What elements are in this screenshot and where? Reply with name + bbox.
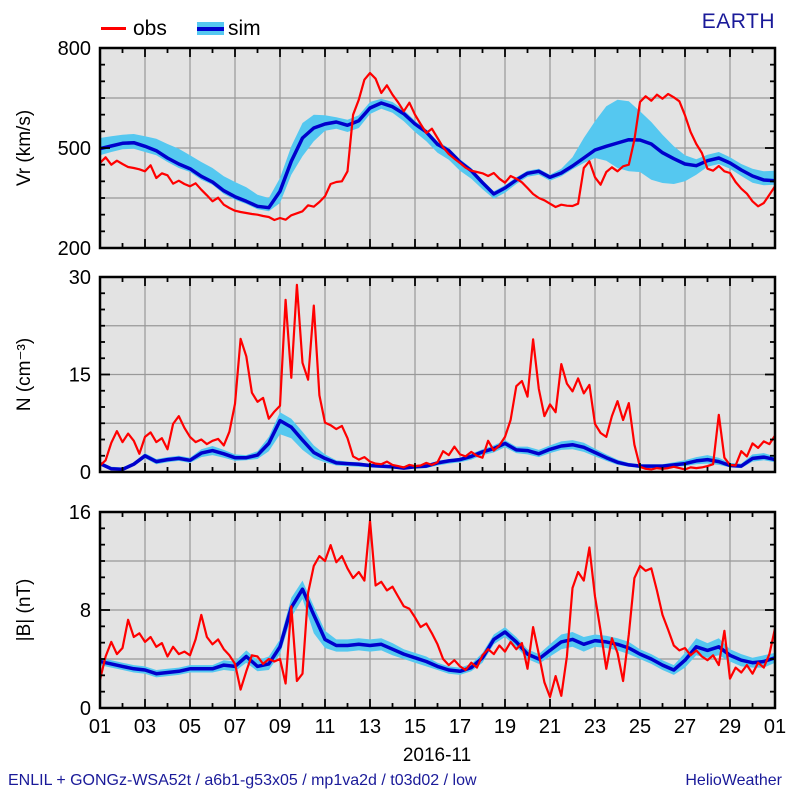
x-tick-label: 19 xyxy=(494,716,516,738)
x-tick-label: 09 xyxy=(269,716,291,738)
x-tick-labels: 01 03 05 07 09 11 13 15 17 19 21 23 25 27 29 01 xyxy=(89,716,786,738)
tick-marks xyxy=(99,276,776,473)
x-tick-label: 11 xyxy=(315,716,336,738)
tick-marks xyxy=(99,47,776,249)
y-axis-title: N (cm⁻³) xyxy=(14,338,35,411)
x-tick-label: 01 xyxy=(89,716,111,738)
x-tick-label: 21 xyxy=(539,716,561,738)
x-tick-label: 25 xyxy=(629,716,651,738)
panel-n: 0 15 30 N (cm⁻³) xyxy=(14,267,777,484)
y-tick-label: 800 xyxy=(58,38,91,60)
obs-line xyxy=(100,519,775,699)
y-tick-label: 0 xyxy=(80,698,91,720)
sim-legend-band xyxy=(197,22,224,35)
x-tick-label: 17 xyxy=(449,716,471,738)
x-tick-label: 05 xyxy=(179,716,201,738)
chart-panels: 200 500 800 Vr (km/s) 0 15 30 N (cm⁻³) 0 8 16 |B| (… xyxy=(14,38,786,738)
x-tick-label: 07 xyxy=(224,716,246,738)
x-tick-label: 29 xyxy=(719,716,741,738)
sim-legend-line xyxy=(197,27,224,31)
panel-b: 0 8 16 |B| (nT) xyxy=(14,502,777,720)
gridlines xyxy=(100,277,775,472)
x-axis-title: 2016-11 xyxy=(403,745,471,766)
y-tick-label: 16 xyxy=(69,502,91,524)
model-run-info: ENLIL + GONGz-WSA52t / a6b1-g53x05 / mp1… xyxy=(8,772,477,789)
obs-line xyxy=(100,71,775,222)
tick-marks xyxy=(99,511,776,709)
sim-legend-label: sim xyxy=(228,17,261,40)
sim-uncertainty-band xyxy=(100,98,775,212)
y-tick-label: 15 xyxy=(69,365,91,387)
obs-legend-line xyxy=(101,27,126,30)
location-title: EARTH xyxy=(701,10,775,33)
y-axis-title: |B| (nT) xyxy=(14,579,35,642)
y-tick-label: 8 xyxy=(80,600,91,622)
x-tick-label: 03 xyxy=(134,716,156,738)
y-tick-label: 30 xyxy=(69,267,91,289)
y-tick-label: 200 xyxy=(58,238,91,260)
sim-line xyxy=(100,101,775,210)
y-axis-title: Vr (km/s) xyxy=(14,110,35,186)
x-tick-label: 27 xyxy=(674,716,696,738)
x-tick-label: 23 xyxy=(584,716,606,738)
y-tick-label: 0 xyxy=(80,462,91,484)
panel-vr: 200 500 800 Vr (km/s) xyxy=(14,38,777,260)
x-tick-label: 01 xyxy=(764,716,786,738)
y-tick-label: 500 xyxy=(58,138,91,160)
x-tick-label: 13 xyxy=(359,716,381,738)
site-credit: HelioWeather xyxy=(685,772,782,789)
obs-legend-label: obs xyxy=(133,17,167,40)
sim-line xyxy=(100,587,775,676)
x-tick-label: 15 xyxy=(404,716,426,738)
